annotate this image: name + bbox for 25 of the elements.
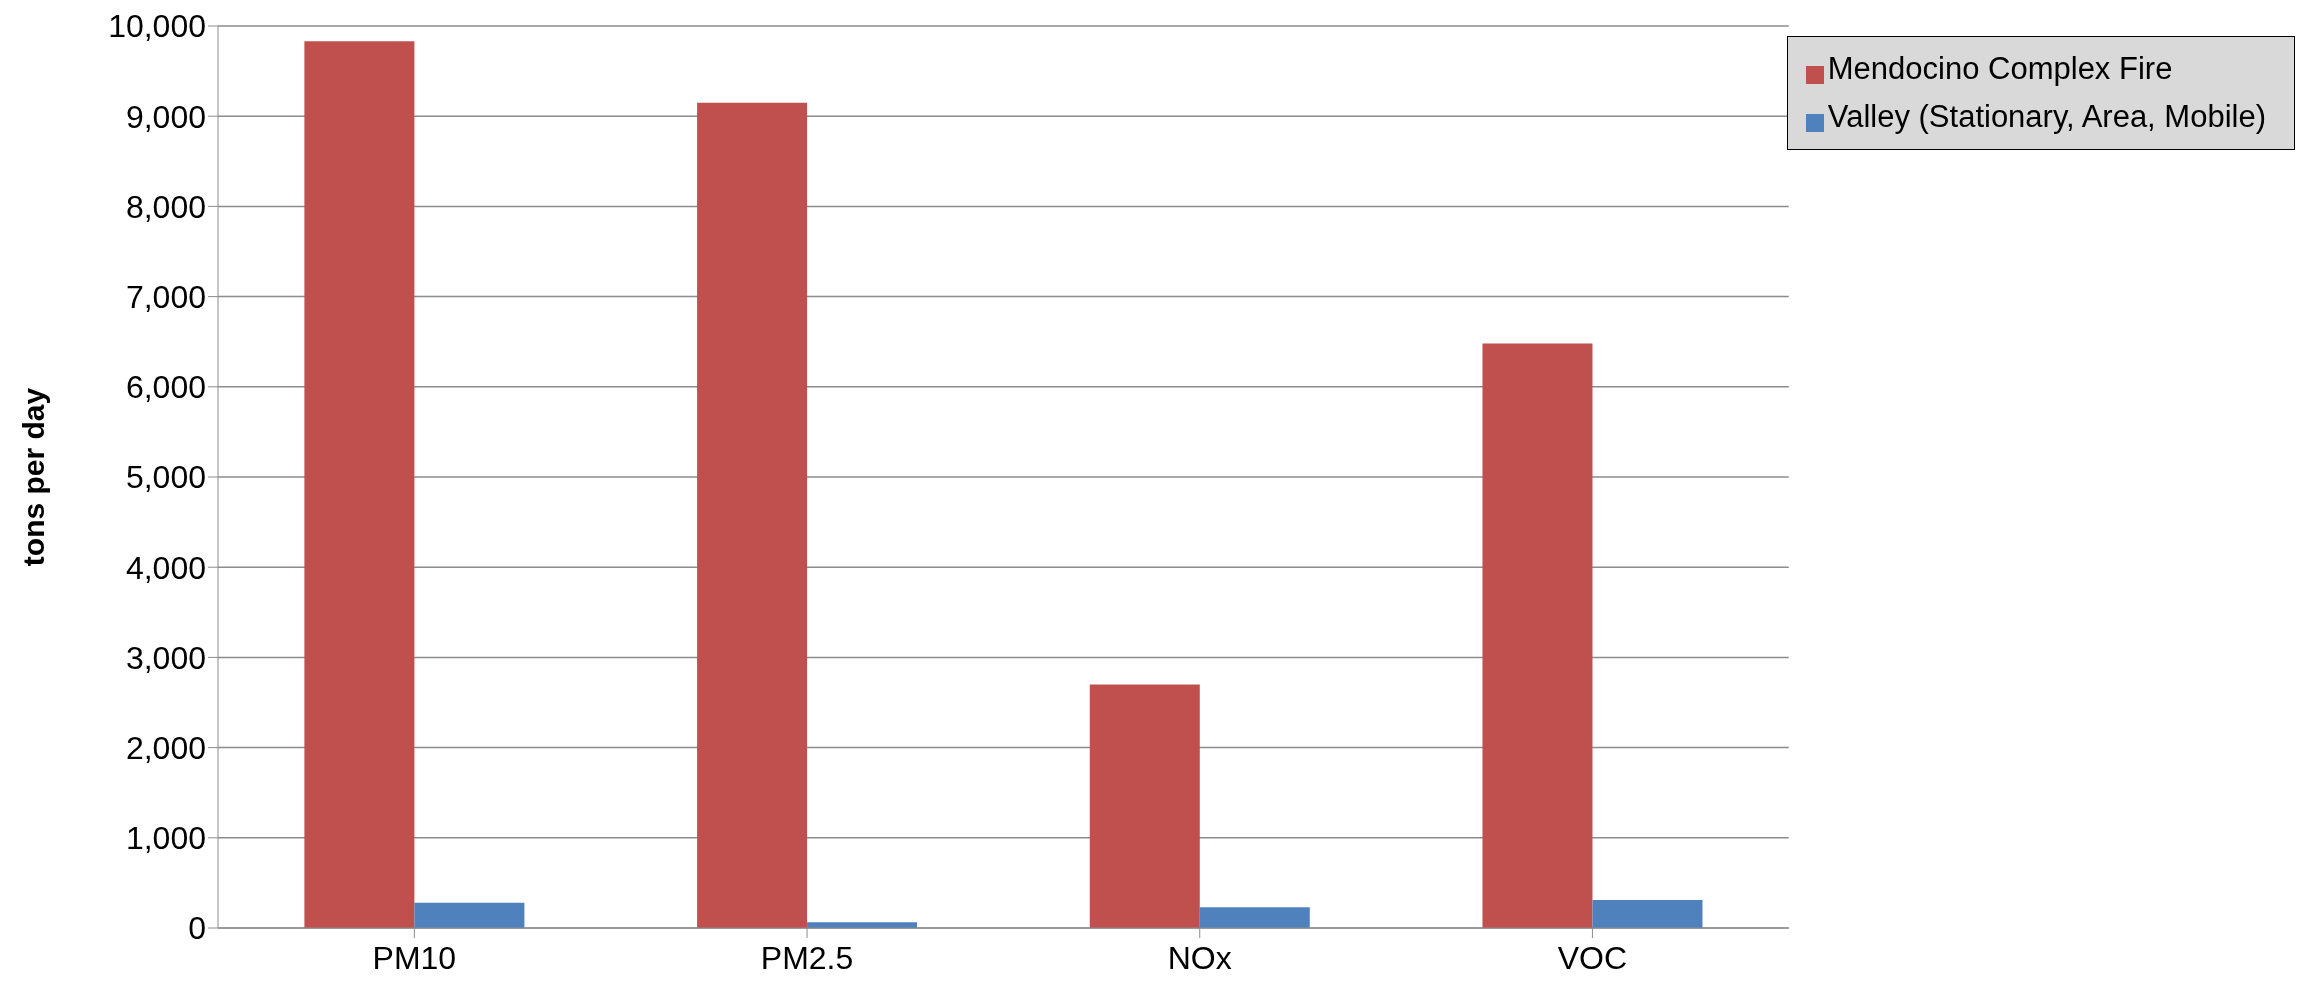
y-tick-label: 3,000	[125, 639, 206, 676]
y-tick-label: 10,000	[108, 8, 206, 45]
bar	[1089, 684, 1200, 928]
y-tick-label: 2,000	[125, 729, 206, 766]
y-tick-label: 1,000	[125, 820, 206, 857]
x-tick-label: NOx	[1167, 939, 1232, 976]
bar	[1199, 907, 1310, 928]
y-tick-label: 9,000	[125, 98, 206, 135]
y-axis-title: tons per day	[16, 387, 50, 567]
x-tick-label: VOC	[1557, 939, 1628, 976]
y-tick-label: 6,000	[125, 369, 206, 406]
legend-label: Mendocino Complex Fire	[1827, 51, 2173, 86]
y-tick-label: 5,000	[125, 459, 206, 496]
y-tick-label: 0	[188, 910, 206, 947]
x-tick-label: PM10	[372, 939, 457, 976]
x-tick-label: PM2.5	[760, 939, 854, 976]
bar	[414, 902, 525, 928]
legend-label: Valley (Stationary, Area, Mobile)	[1827, 99, 2266, 134]
y-tick-label: 7,000	[125, 278, 206, 315]
bar	[1592, 900, 1703, 928]
bar	[697, 102, 808, 928]
y-tick-label: 8,000	[125, 188, 206, 225]
y-tick-label: 4,000	[125, 549, 206, 586]
bar	[304, 41, 415, 928]
bar	[1482, 343, 1593, 928]
